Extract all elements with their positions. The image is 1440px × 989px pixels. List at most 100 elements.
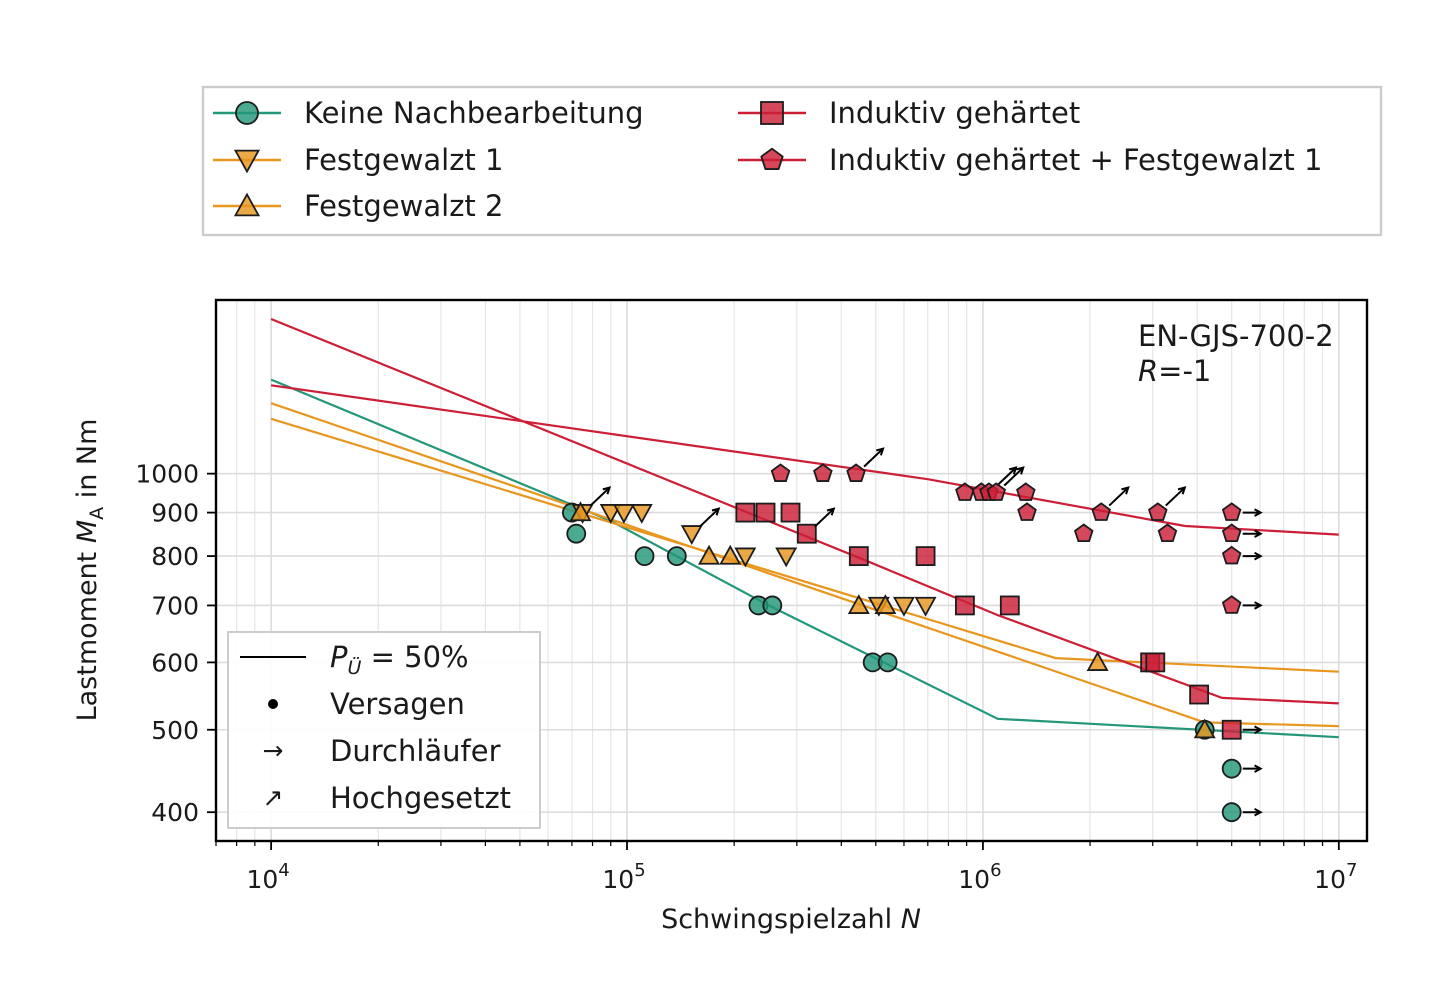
legend-runout-label: Durchläufer: [330, 734, 501, 768]
point-series-4: [848, 546, 869, 566]
legend-marker: [233, 192, 261, 217]
runout-arrow: [1242, 725, 1263, 734]
legend-raised-glyph: ↗: [263, 783, 284, 812]
y-tick-label: 900: [151, 499, 199, 528]
point-series-5: [1221, 523, 1242, 543]
point-series-2: [599, 504, 622, 524]
point-series-1: [566, 523, 587, 544]
point-series-3: [874, 594, 897, 614]
point-series-5: [1017, 502, 1037, 521]
point-series-5: [1016, 482, 1036, 501]
point-series-5: [1148, 502, 1168, 521]
point-series-1: [634, 546, 655, 566]
legend-marker: [760, 101, 784, 125]
point-series-4: [915, 546, 936, 566]
point-series-1: [1221, 758, 1242, 779]
point-series-5: [1073, 523, 1094, 543]
curve-series-4: [270, 317, 1339, 705]
legend-label: Induktiv gehärtet: [829, 96, 1080, 130]
x-tick-label: 104: [246, 860, 289, 894]
point-series-3: [719, 544, 742, 565]
point-series-4: [955, 595, 975, 616]
point-series-4: [780, 502, 801, 523]
point-series-5: [846, 463, 866, 482]
point-series-2: [612, 504, 635, 524]
x-axis-label: Schwingspielzahl N: [661, 904, 921, 935]
grid: [215, 300, 1367, 841]
point-series-3: [847, 594, 870, 614]
y-tick-label: 700: [151, 591, 199, 620]
legend-series: Keine Nachbearbeitung Festgewalzt 1 Festge…: [201, 85, 1383, 237]
legend-failure-label: Versagen: [330, 687, 465, 721]
runout-arrow: [1242, 764, 1263, 773]
data-points: [561, 447, 1263, 823]
point-series-5: [1221, 545, 1242, 565]
legend-runout-glyph: →: [263, 736, 284, 765]
x-axis-ticks: 104 105 106 107: [215, 841, 1357, 894]
y-tick-label: 1000: [135, 460, 199, 489]
point-series-1: [1221, 802, 1242, 823]
y-axis-ticks: 400 500 600 700 800 900 1000: [135, 460, 216, 827]
point-series-4: [1221, 719, 1242, 740]
raised-arrow: [814, 507, 836, 528]
point-series-5: [1221, 502, 1242, 521]
x-tick-label: 107: [1314, 860, 1357, 894]
point-series-1: [762, 595, 783, 616]
point-series-1: [877, 652, 898, 673]
point-series-5: [813, 463, 833, 482]
point-series-4: [755, 502, 776, 523]
point-series-4: [1189, 684, 1210, 705]
point-series-5: [770, 463, 791, 482]
legend-label: Festgewalzt 2: [304, 189, 503, 223]
raised-arrow: [589, 486, 612, 507]
stress-ratio-annotation: R=-1: [1138, 354, 1211, 388]
x-tick-label: 105: [602, 860, 645, 894]
legend-symbols-box: [227, 631, 541, 829]
y-tick-label: 400: [151, 798, 199, 827]
legend-symbols: PÜ = 50% Versagen → Durchläufer ↗ Hochgesetzt: [227, 631, 541, 829]
material-annotation: EN-GJS-700-2: [1138, 319, 1334, 353]
point-series-4: [1145, 652, 1166, 673]
point-series-2: [630, 504, 653, 524]
point-series-5: [955, 482, 975, 501]
raised-arrow: [863, 447, 885, 468]
raised-arrow: [1108, 486, 1130, 507]
legend-marker: [760, 147, 784, 170]
point-series-1: [666, 546, 687, 566]
legend-failure-dot: [268, 699, 278, 709]
point-series-3: [698, 544, 721, 565]
point-series-4: [796, 523, 817, 544]
legend-label: Induktiv gehärtet + Festgewalzt 1: [829, 143, 1322, 177]
curve-series-5: [270, 384, 1339, 536]
point-series-5: [986, 482, 1007, 501]
legend-label: Keine Nachbearbeitung: [304, 96, 644, 130]
legend-label: Festgewalzt 1: [304, 143, 503, 177]
legend-marker: [233, 149, 261, 174]
raised-arrow: [1003, 466, 1025, 487]
point-series-5: [1091, 502, 1112, 521]
runout-arrow: [1242, 508, 1263, 517]
runout-arrow: [1242, 529, 1263, 538]
legend-curve-label: PÜ = 50%: [330, 640, 469, 679]
point-series-2: [892, 596, 915, 617]
point-series-3: [1086, 651, 1109, 671]
point-series-2: [734, 547, 757, 568]
legend-marker: [235, 101, 259, 125]
point-series-2: [914, 596, 937, 617]
runout-arrow: [1242, 551, 1263, 561]
legend-raised-label: Hochgesetzt: [330, 781, 511, 815]
point-series-5: [1221, 595, 1242, 614]
x-tick-label: 106: [958, 860, 1001, 894]
y-tick-label: 500: [151, 716, 199, 745]
y-tick-label: 600: [151, 648, 199, 677]
raised-arrow: [1165, 486, 1187, 507]
point-series-4: [999, 595, 1020, 616]
raised-arrow: [996, 466, 1018, 487]
y-axis-label: Lastmoment MA in Nm: [72, 419, 108, 722]
point-series-2: [775, 547, 798, 568]
point-series-2: [680, 525, 703, 546]
raised-arrow: [699, 507, 721, 528]
curve-series-3: [270, 417, 1339, 673]
y-tick-label: 800: [151, 542, 199, 571]
